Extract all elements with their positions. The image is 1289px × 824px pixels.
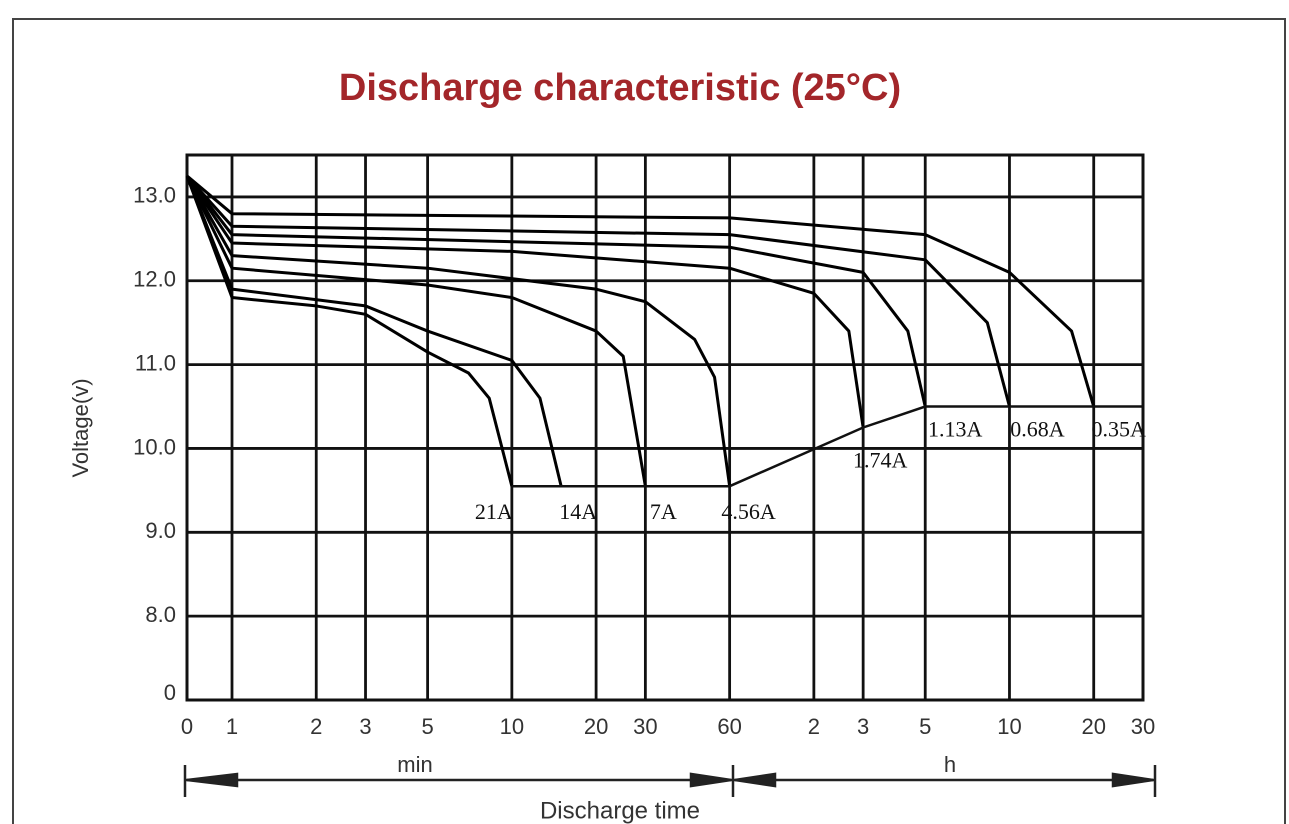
series-label: 7A (650, 499, 677, 524)
x-tick-label: 60 (717, 714, 741, 739)
x-tick-label: 20 (1081, 714, 1105, 739)
y-tick-label: 8.0 (145, 602, 176, 627)
chart-title: Discharge characteristic (25°C) (339, 67, 901, 109)
x-axis-label: Discharge time (540, 797, 700, 824)
y-axis-label: Voltage(v) (68, 378, 93, 477)
y-tick-label: 13.0 (133, 183, 176, 208)
series-line (185, 175, 563, 487)
time-arrows (183, 765, 1157, 797)
arrow-head (1111, 772, 1154, 788)
y-tick-label: 0 (164, 680, 176, 705)
series-label: 0.68A (1010, 417, 1065, 442)
series-label: 21A (475, 499, 513, 524)
x-tick-label: 20 (584, 714, 608, 739)
x-tick-label: 5 (421, 714, 433, 739)
y-tick-label: 10.0 (133, 434, 176, 459)
y-tick-label: 9.0 (145, 518, 176, 543)
min-label: min (397, 752, 432, 777)
series-line (186, 174, 1096, 407)
series-label: 14A (559, 499, 597, 524)
arrow-head (734, 772, 777, 788)
x-tick-label: 3 (857, 714, 869, 739)
x-tick-label: 5 (919, 714, 931, 739)
series-label: 4.56A (721, 499, 776, 524)
x-tick-label: 10 (997, 714, 1021, 739)
series-label: 1.13A (928, 417, 983, 442)
outer-frame (12, 18, 1286, 824)
x-tick-label: 1 (226, 714, 238, 739)
x-tick-label: 2 (808, 714, 820, 739)
x-tick-label: 0 (181, 714, 193, 739)
arrow-head (689, 772, 732, 788)
y-tick-label: 12.0 (133, 267, 176, 292)
y-tick-label: 11.0 (135, 350, 176, 375)
series-line (185, 175, 927, 407)
cutoff-line (511, 405, 1143, 488)
x-tick-label: 30 (633, 714, 657, 739)
series-line (185, 175, 647, 487)
h-label: h (944, 752, 956, 777)
series-line (185, 175, 732, 487)
series-line (185, 175, 514, 487)
x-tick-label: 3 (359, 714, 371, 739)
x-tick-label: 30 (1131, 714, 1155, 739)
arrow-head (186, 772, 239, 788)
x-tick-label: 2 (310, 714, 322, 739)
x-tick-label: 10 (500, 714, 524, 739)
series-label: 1.74A (853, 448, 908, 473)
series-line (185, 174, 1011, 407)
series-line (185, 175, 865, 428)
series-label: 0.35A (1092, 417, 1147, 442)
